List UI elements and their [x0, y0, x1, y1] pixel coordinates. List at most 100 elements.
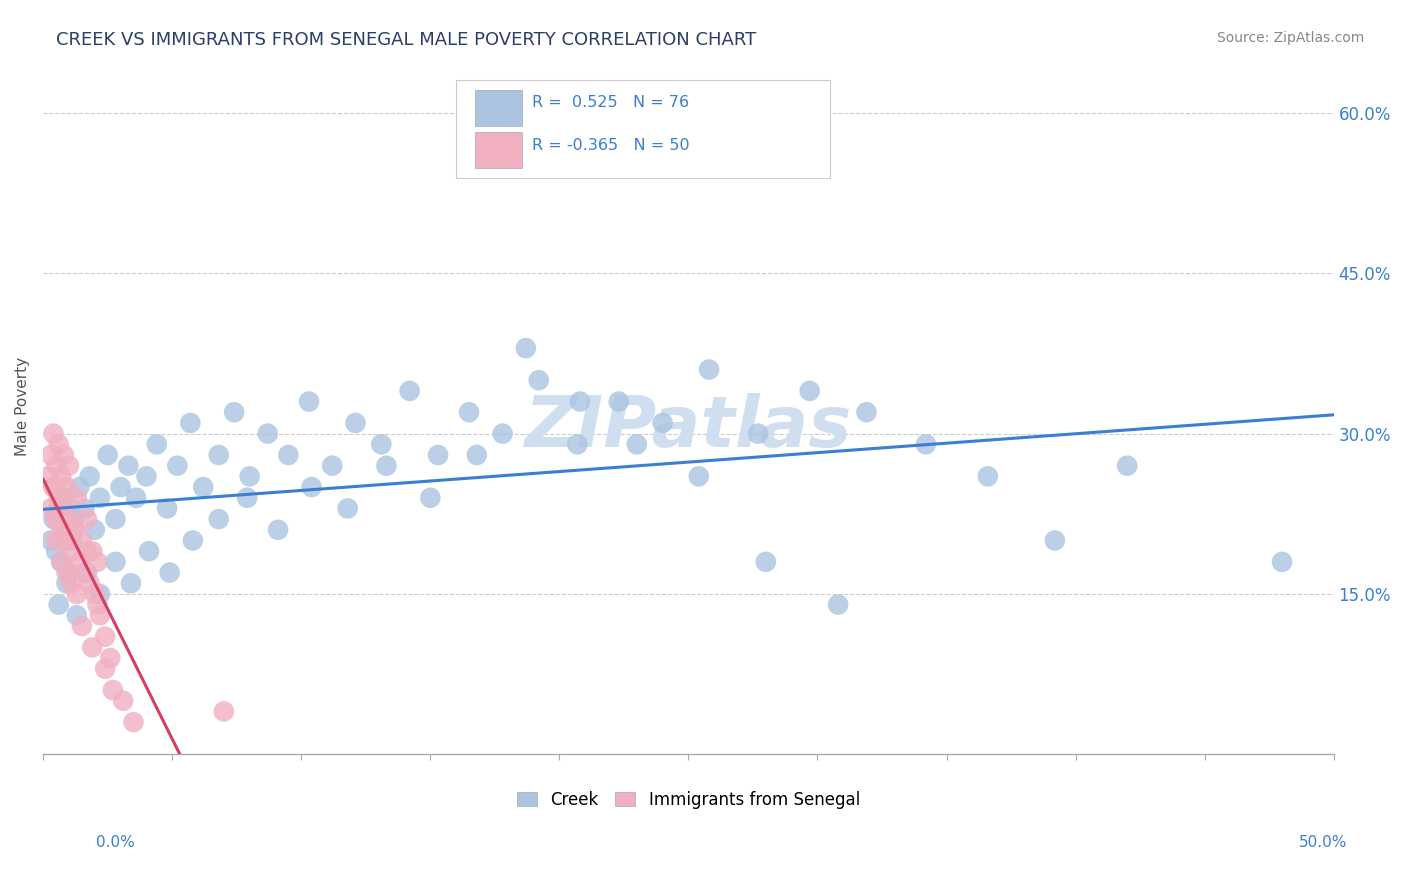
Point — [977, 469, 1000, 483]
Point — [239, 469, 262, 483]
Point — [799, 384, 821, 398]
Point — [98, 651, 121, 665]
Point — [321, 458, 343, 473]
Point — [52, 491, 75, 505]
Point — [76, 512, 98, 526]
Point — [86, 598, 108, 612]
Point — [48, 501, 70, 516]
Point — [48, 437, 70, 451]
Point — [465, 448, 488, 462]
Point — [39, 533, 62, 548]
Point — [48, 598, 70, 612]
Point — [58, 512, 80, 526]
Point — [42, 426, 65, 441]
Point — [1271, 555, 1294, 569]
Point — [135, 469, 157, 483]
Point — [827, 598, 849, 612]
Point — [67, 480, 90, 494]
Point — [52, 501, 75, 516]
Point — [79, 576, 101, 591]
Point — [697, 362, 720, 376]
Point — [63, 523, 86, 537]
Point — [51, 555, 73, 569]
Point — [515, 341, 537, 355]
Text: Source: ZipAtlas.com: Source: ZipAtlas.com — [1216, 31, 1364, 45]
Point — [39, 501, 62, 516]
Text: 50.0%: 50.0% — [1299, 836, 1347, 850]
Point — [166, 458, 188, 473]
Point — [45, 458, 67, 473]
Point — [236, 491, 259, 505]
Point — [51, 469, 73, 483]
Point — [419, 491, 441, 505]
Point — [55, 576, 77, 591]
Point — [458, 405, 481, 419]
Point — [55, 491, 77, 505]
Point — [101, 683, 124, 698]
Text: ZIPatlas: ZIPatlas — [524, 393, 852, 462]
Point — [427, 448, 450, 462]
Point — [94, 630, 117, 644]
Point — [688, 469, 710, 483]
Point — [138, 544, 160, 558]
Point — [76, 566, 98, 580]
Point — [55, 566, 77, 580]
Point — [1116, 458, 1139, 473]
Point — [125, 491, 148, 505]
Point — [336, 501, 359, 516]
Point — [267, 523, 290, 537]
Point — [51, 523, 73, 537]
Point — [370, 437, 392, 451]
Point — [179, 416, 201, 430]
Point — [298, 394, 321, 409]
Point — [193, 480, 215, 494]
Point — [398, 384, 420, 398]
Point — [48, 491, 70, 505]
Point — [607, 394, 630, 409]
Point — [527, 373, 550, 387]
Point — [145, 437, 167, 451]
Point — [651, 416, 673, 430]
Point — [344, 416, 367, 430]
Point — [66, 608, 89, 623]
Point — [89, 491, 111, 505]
Point — [256, 426, 278, 441]
Y-axis label: Male Poverty: Male Poverty — [15, 358, 30, 457]
Point — [747, 426, 769, 441]
Point — [567, 437, 589, 451]
Point — [117, 458, 139, 473]
Point — [104, 512, 127, 526]
Point — [73, 566, 96, 580]
Point — [63, 512, 86, 526]
Point — [66, 587, 89, 601]
Point — [42, 512, 65, 526]
Point — [159, 566, 181, 580]
Point — [76, 544, 98, 558]
Point — [48, 512, 70, 526]
Point — [86, 555, 108, 569]
Text: CREEK VS IMMIGRANTS FROM SENEGAL MALE POVERTY CORRELATION CHART: CREEK VS IMMIGRANTS FROM SENEGAL MALE PO… — [56, 31, 756, 49]
Point — [55, 533, 77, 548]
Point — [83, 587, 105, 601]
Point — [89, 608, 111, 623]
Point — [120, 576, 142, 591]
Point — [915, 437, 938, 451]
Point — [626, 437, 648, 451]
Point — [60, 544, 83, 558]
Point — [755, 555, 778, 569]
Point — [569, 394, 592, 409]
Point — [51, 555, 73, 569]
Point — [181, 533, 204, 548]
Point — [208, 448, 231, 462]
Point — [73, 501, 96, 516]
Point — [55, 480, 77, 494]
Point — [277, 448, 299, 462]
Point — [110, 480, 132, 494]
Point — [97, 448, 120, 462]
Point — [42, 480, 65, 494]
Point — [58, 458, 80, 473]
Point — [58, 533, 80, 548]
Point — [212, 705, 235, 719]
Point — [60, 576, 83, 591]
Point — [63, 523, 86, 537]
